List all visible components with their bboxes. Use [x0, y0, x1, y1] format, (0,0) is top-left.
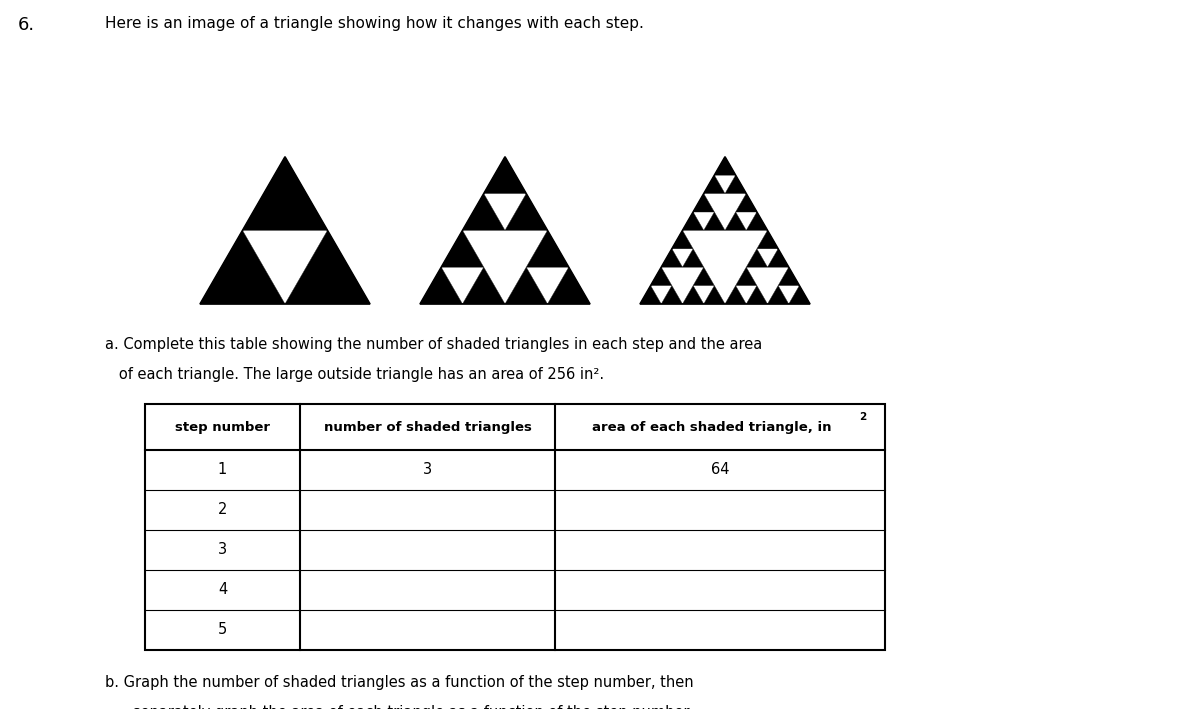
Text: b. Graph the number of shaded triangles as a function of the step number, then: b. Graph the number of shaded triangles … — [106, 675, 694, 690]
Text: 4: 4 — [218, 583, 227, 598]
Polygon shape — [661, 267, 703, 304]
Polygon shape — [746, 212, 768, 230]
Polygon shape — [640, 286, 661, 304]
Polygon shape — [736, 286, 757, 304]
Text: Here is an image of a triangle showing how it changes with each step.: Here is an image of a triangle showing h… — [106, 16, 644, 31]
Polygon shape — [484, 157, 527, 194]
Polygon shape — [650, 286, 672, 304]
Polygon shape — [200, 230, 286, 304]
Polygon shape — [683, 249, 703, 267]
Text: 2: 2 — [859, 412, 866, 422]
Polygon shape — [442, 230, 484, 267]
Text: 5: 5 — [218, 623, 227, 637]
Text: a. Complete this table showing the number of shaded triangles in each step and t: a. Complete this table showing the numbe… — [106, 337, 762, 352]
Polygon shape — [661, 249, 683, 267]
Polygon shape — [547, 267, 590, 304]
Polygon shape — [736, 194, 757, 212]
Polygon shape — [768, 249, 788, 267]
Polygon shape — [694, 267, 714, 286]
Polygon shape — [650, 267, 672, 286]
Polygon shape — [725, 212, 746, 230]
Polygon shape — [484, 194, 527, 230]
Text: 6.: 6. — [18, 16, 35, 34]
Polygon shape — [683, 230, 768, 304]
Polygon shape — [714, 157, 736, 175]
Polygon shape — [703, 194, 746, 230]
Polygon shape — [788, 286, 810, 304]
Polygon shape — [768, 286, 788, 304]
Polygon shape — [694, 212, 714, 230]
Polygon shape — [725, 175, 746, 194]
Polygon shape — [746, 249, 768, 267]
Polygon shape — [746, 267, 788, 304]
Polygon shape — [703, 286, 725, 304]
Text: 2: 2 — [218, 503, 227, 518]
Polygon shape — [462, 230, 547, 304]
Polygon shape — [462, 267, 505, 304]
Polygon shape — [778, 267, 799, 286]
Polygon shape — [694, 194, 714, 212]
Polygon shape — [694, 286, 714, 304]
Polygon shape — [683, 212, 703, 230]
Polygon shape — [757, 230, 778, 249]
Text: 1: 1 — [218, 462, 227, 477]
Text: number of shaded triangles: number of shaded triangles — [324, 420, 532, 433]
Polygon shape — [527, 230, 569, 267]
Polygon shape — [757, 249, 778, 267]
Polygon shape — [242, 230, 328, 304]
Polygon shape — [242, 157, 328, 230]
Polygon shape — [527, 267, 569, 304]
Text: 3: 3 — [218, 542, 227, 557]
Polygon shape — [778, 286, 799, 304]
Polygon shape — [683, 286, 703, 304]
Polygon shape — [746, 286, 768, 304]
Text: separately graph the area of each triangle as a function of the step number.: separately graph the area of each triang… — [106, 705, 692, 709]
Polygon shape — [672, 230, 694, 249]
Polygon shape — [420, 267, 462, 304]
Text: 3: 3 — [422, 462, 432, 477]
Polygon shape — [725, 286, 746, 304]
Polygon shape — [736, 267, 757, 286]
Polygon shape — [736, 212, 757, 230]
Text: area of each shaded triangle, in: area of each shaded triangle, in — [593, 420, 832, 433]
Text: of each triangle. The large outside triangle has an area of 256 in².: of each triangle. The large outside tria… — [106, 367, 604, 382]
Polygon shape — [661, 286, 683, 304]
Polygon shape — [505, 194, 547, 230]
Polygon shape — [672, 249, 694, 267]
Polygon shape — [442, 267, 484, 304]
Polygon shape — [462, 194, 505, 230]
Polygon shape — [505, 267, 547, 304]
Polygon shape — [703, 175, 725, 194]
Polygon shape — [703, 212, 725, 230]
Text: step number: step number — [175, 420, 270, 433]
Polygon shape — [286, 230, 370, 304]
Text: 64: 64 — [710, 462, 730, 477]
Bar — [145, 404, 886, 650]
Polygon shape — [714, 175, 736, 194]
